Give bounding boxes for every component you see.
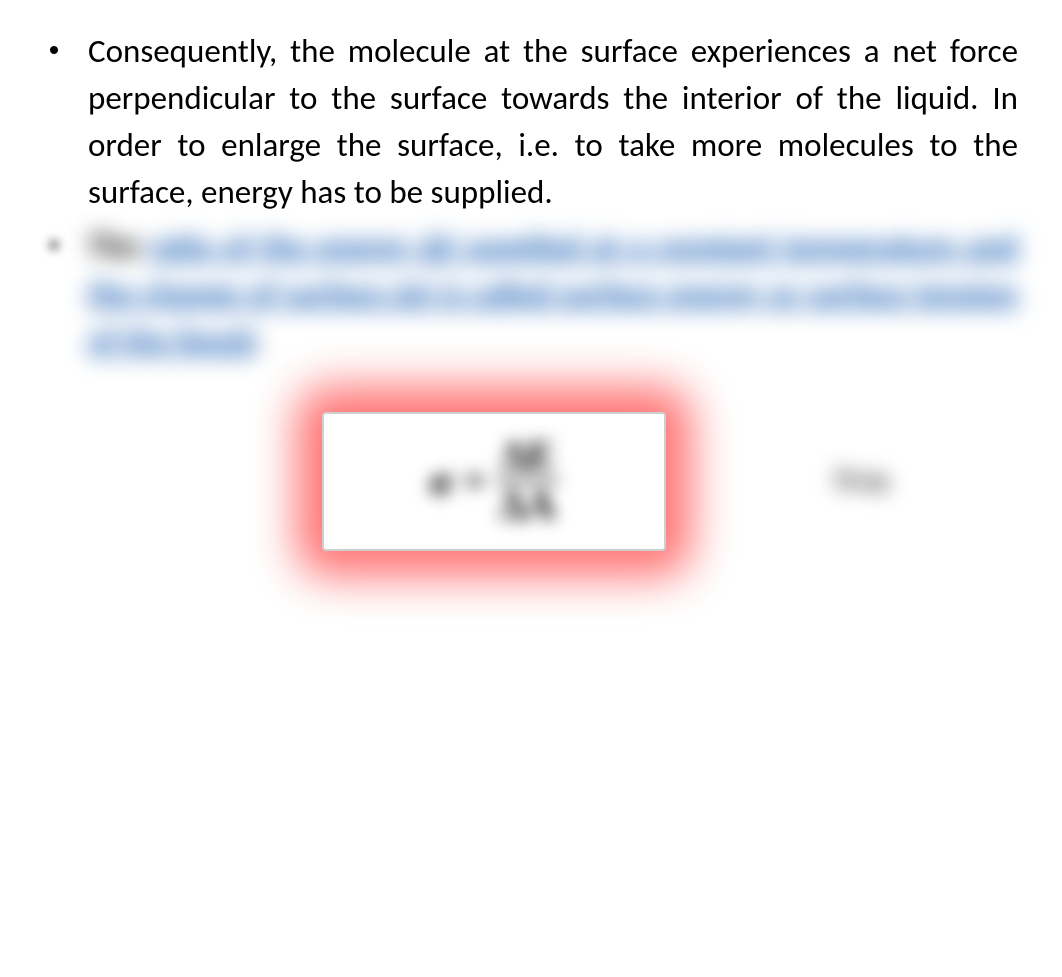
formula-lhs: σ = [429,458,486,506]
bullet-lead: The [88,226,149,266]
bullet-item: Consequently, the molecule at the surfac… [44,28,1018,215]
formula-fraction: ΔE ΔA [496,436,558,527]
bullet-text: Consequently, the molecule at the surfac… [88,28,1018,215]
bullet-text-blurred: The ratio of the energy ΔE supplied at a… [88,223,1018,364]
document-page: Consequently, the molecule at the surfac… [0,0,1062,634]
formula-side-note: N/m [834,464,889,498]
bullet-marker [50,46,58,54]
formula-numerator: ΔE [496,436,558,483]
bullet-trailing: . [254,320,262,360]
formula-area: σ = ΔE ΔA N/m [44,394,1018,634]
bullet-link: ratio of the energy ΔE supplied at a con… [88,226,1018,360]
formula-box-inner: σ = ΔE ΔA [322,412,666,551]
formula: σ = ΔE ΔA [429,436,559,527]
bullet-item-blurred: The ratio of the energy ΔE supplied at a… [44,223,1018,364]
bullet-marker [50,241,58,249]
highlighted-formula-box: σ = ΔE ΔA [304,394,684,569]
formula-denominator: ΔA [499,483,556,527]
